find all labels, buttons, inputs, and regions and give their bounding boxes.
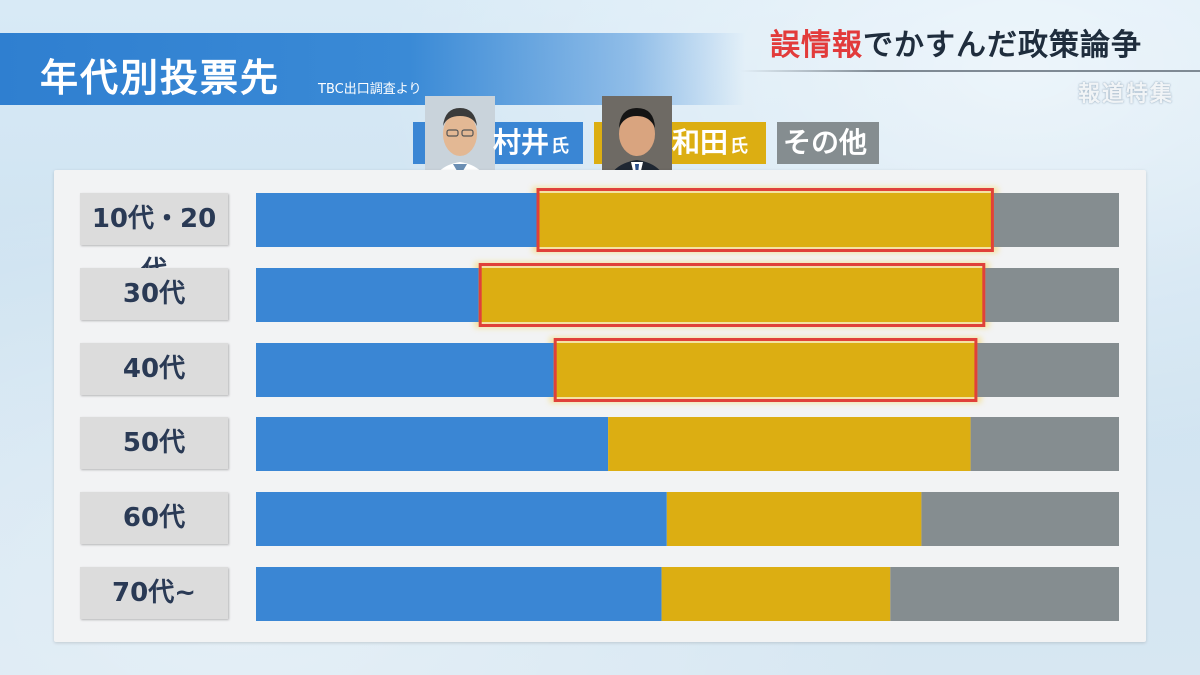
category-label: 40代 bbox=[80, 343, 228, 395]
topic-rest: でかすんだ政策論争 bbox=[863, 28, 1142, 63]
source-note: TBC出口調査より bbox=[318, 82, 422, 97]
legend-label-other: その他 bbox=[783, 126, 868, 159]
legend-label-wada: 和田氏 bbox=[672, 126, 749, 159]
page-title: 年代別投票先 bbox=[40, 56, 281, 100]
topic-highlight: 誤情報 bbox=[770, 28, 863, 63]
category-label: 70代~ bbox=[80, 567, 228, 619]
category-label: 30代 bbox=[80, 268, 228, 320]
legend-item-other: その他 bbox=[777, 122, 879, 164]
legend-item-wada: 和田氏 bbox=[594, 96, 766, 192]
legend-label-murai: 村井氏 bbox=[493, 126, 570, 159]
category-label: 60代 bbox=[80, 492, 228, 544]
category-label: 10代・20代 bbox=[80, 193, 228, 286]
legend-item-murai: 村井氏 bbox=[413, 96, 583, 192]
program-logo: 報道特集 bbox=[1077, 82, 1174, 107]
topic-underline bbox=[740, 70, 1200, 72]
title-band bbox=[0, 33, 745, 105]
category-label: 50代 bbox=[80, 417, 228, 469]
topic-caption: 誤情報でかすんだ政策論争 bbox=[770, 20, 1142, 64]
